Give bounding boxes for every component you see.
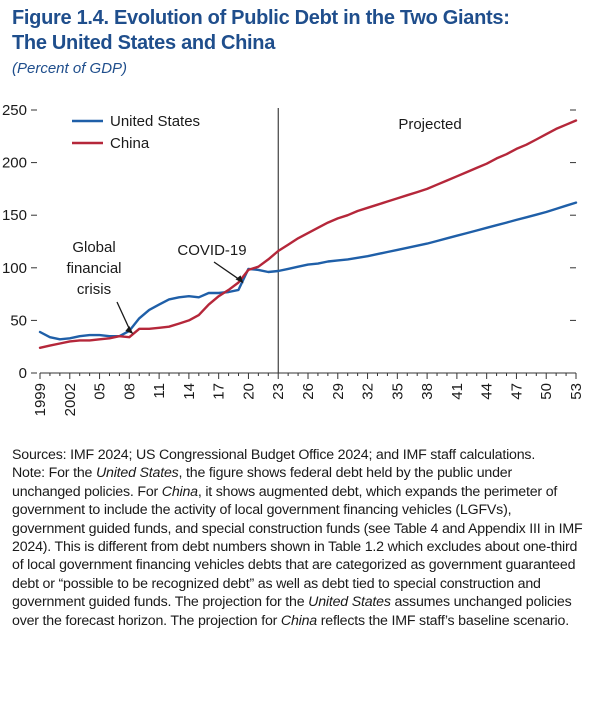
chart-legend: United States China	[72, 113, 200, 152]
x-tick-label: 05	[92, 383, 109, 400]
debt-line-chart: Projected 0 50 100 150 200 250 1999 2002 05 08 11 1…	[2, 102, 585, 416]
legend-label: United States	[110, 113, 200, 130]
note-segment: United States	[95, 465, 179, 482]
projection-label: Projected	[398, 116, 461, 133]
x-tick-label: 11	[151, 383, 168, 399]
x-tick-label: 29	[330, 383, 347, 400]
sources-text: Sources: IMF 2024; US Congressional Budg…	[12, 447, 536, 463]
note-segment: Note: For the	[12, 465, 96, 482]
annotation-gfc-arrowhead	[125, 326, 134, 335]
x-tick-label: 1999	[32, 383, 49, 416]
y-tick-label: 100	[2, 260, 27, 277]
x-tick-label: 17	[211, 383, 228, 400]
annotation-covid-arrow	[213, 261, 241, 281]
x-tick-label: 47	[508, 383, 525, 400]
y-tick-label: 200	[2, 155, 27, 172]
x-tick-label: 2002	[62, 383, 79, 416]
x-tick-label: 32	[360, 383, 377, 400]
chart-annotations: Global financial crisis COVID-19	[66, 239, 247, 335]
figure-title: Figure 1.4. Evolution of Public Debt in …	[12, 6, 582, 56]
chart-axes: 0 50 100 150 200 250 1999 2002 05 08 11 14 17 20 23 26 2…	[2, 102, 585, 416]
note-segment: assumes unchanged policies over the fore…	[12, 594, 572, 629]
figure-title-line1: Figure 1.4. Evolution of Public Debt in …	[12, 7, 510, 29]
note-segment: reflects the IMF staff’s baseline scenar…	[317, 612, 569, 629]
annotation-gfc-arrow	[116, 301, 131, 332]
x-tick-label: 44	[479, 383, 496, 400]
annotation-covid-arrowhead	[235, 275, 244, 284]
series-line-china	[38, 119, 578, 350]
y-tick-label: 250	[2, 102, 27, 119]
x-tick-label: 50	[538, 383, 555, 400]
note-segment: , the figure shows federal debt held by …	[12, 465, 512, 500]
figure-notes: Sources: IMF 2024; US Congressional Budg…	[12, 446, 584, 630]
x-tick-label: 38	[419, 383, 436, 400]
chart-grid: Projected	[277, 108, 576, 373]
note-segment: China	[280, 612, 317, 629]
x-tick-label: 41	[449, 383, 466, 400]
annotation-gfc-text: crisis	[77, 281, 111, 298]
x-tick-label: 20	[240, 383, 257, 400]
note-segment: China	[161, 483, 198, 500]
x-tick-label: 14	[181, 383, 198, 400]
annotation-covid-text: COVID-19	[177, 242, 246, 259]
note-segment: United States	[308, 594, 391, 611]
x-tick-label: 23	[270, 383, 287, 400]
x-tick-label: 08	[121, 383, 138, 400]
x-tick-label: 53	[568, 383, 585, 400]
legend-label: China	[110, 135, 150, 152]
note-text: Note: For the United States, the figure …	[12, 464, 584, 630]
y-tick-label: 50	[10, 312, 27, 329]
chart-series	[38, 119, 578, 350]
y-tick-label: 0	[19, 365, 27, 382]
y-tick-label: 150	[2, 207, 27, 224]
note-segment: , it shows augmented debt, which expands…	[12, 483, 583, 611]
figure-title-line2: The United States and China	[12, 32, 276, 54]
x-tick-label: 35	[389, 383, 406, 400]
annotation-gfc-text: financial	[66, 260, 121, 277]
x-tick-label: 26	[300, 383, 317, 400]
figure-subtitle: (Percent of GDP)	[12, 60, 128, 77]
annotation-gfc-text: Global	[72, 239, 115, 256]
